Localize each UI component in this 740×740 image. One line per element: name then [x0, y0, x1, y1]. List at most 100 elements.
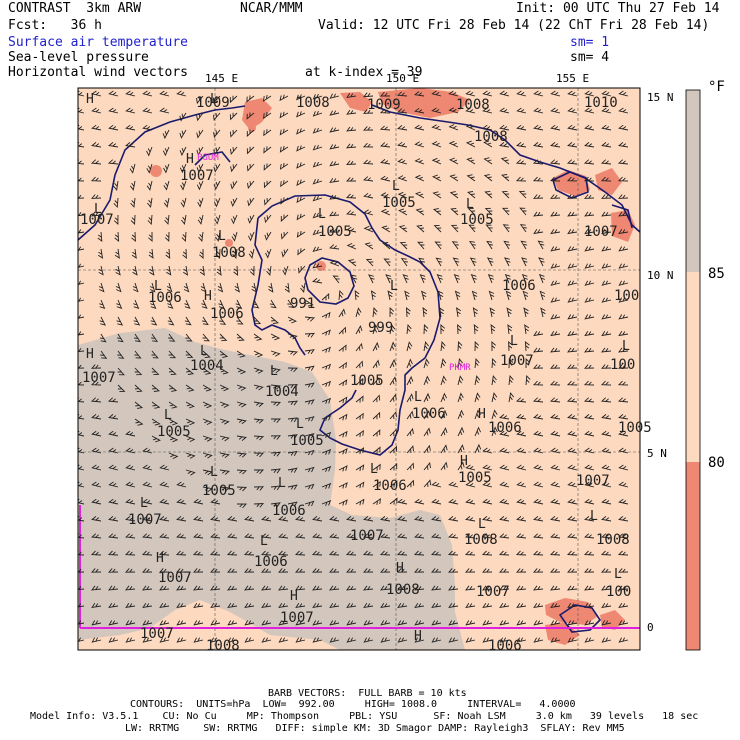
pressure-label: 1006	[254, 554, 288, 570]
wind-barb	[159, 481, 170, 488]
wind-barb	[134, 350, 142, 359]
wind-barb	[389, 324, 396, 335]
wind-barb	[550, 498, 561, 505]
wind-barb	[270, 435, 281, 440]
wind-barb	[414, 498, 425, 505]
wind-barb	[465, 637, 476, 643]
wind-barb	[117, 350, 125, 359]
wind-barb	[131, 248, 137, 259]
wind-barb	[270, 468, 281, 474]
high-pressure-marker: H	[396, 561, 404, 576]
wind-barb	[193, 533, 204, 539]
wind-barb	[146, 180, 153, 191]
valid-time: Valid: 12 UTC Fri 28 Feb 14 (22 ChT Fri …	[318, 18, 710, 33]
wind-barb	[130, 197, 136, 208]
wind-barb	[270, 367, 281, 374]
wind-barb	[506, 307, 512, 318]
wind-barb	[230, 163, 238, 173]
wind-barb	[601, 280, 612, 286]
wind-barb	[131, 231, 136, 242]
wind-barb	[521, 257, 528, 267]
wind-barb	[167, 299, 174, 309]
wind-barb	[567, 229, 578, 235]
high-pressure-marker: H	[414, 629, 422, 644]
wind-barb	[338, 379, 348, 387]
wind-barb	[193, 516, 204, 522]
wind-barb	[618, 297, 629, 303]
wind-barb	[466, 174, 476, 182]
wind-barb	[304, 349, 315, 355]
barb-legend: BARB VECTORS: FULL BARB = 10 kts	[268, 688, 467, 699]
lat-label-10n: 10 N	[647, 269, 674, 282]
wind-barb	[249, 265, 255, 277]
wind-barb	[304, 416, 315, 422]
wind-barb	[176, 620, 187, 626]
wind-barb	[346, 210, 357, 216]
wind-barb	[166, 282, 173, 293]
wind-barb	[601, 464, 612, 471]
wind-barb	[363, 516, 374, 522]
wind-barb	[151, 350, 159, 359]
wind-barb	[329, 260, 340, 267]
wind-barb	[346, 143, 357, 149]
wind-barb	[78, 280, 85, 285]
wind-barb	[253, 333, 263, 341]
wind-barb	[516, 637, 527, 643]
wind-barb	[422, 307, 428, 318]
wind-barb	[236, 401, 247, 408]
wind-barb	[244, 568, 255, 573]
wind-barb	[78, 637, 85, 642]
wind-barb	[397, 141, 408, 148]
wind-barb	[355, 360, 364, 369]
wind-barb	[601, 194, 612, 199]
wind-barb	[516, 602, 527, 609]
wind-barb	[304, 483, 315, 490]
wind-barb	[78, 585, 85, 591]
wind-barb	[227, 516, 238, 522]
wind-barb	[533, 364, 544, 369]
wind-barb	[389, 306, 395, 318]
wind-barb	[520, 240, 528, 250]
wind-barb	[219, 452, 230, 459]
wind-barb	[281, 248, 289, 258]
wind-barb	[465, 498, 476, 505]
wind-barb	[550, 347, 561, 353]
wind-barb	[397, 533, 408, 539]
wind-barb	[176, 481, 187, 488]
wind-barb	[125, 90, 136, 97]
wind-barb	[387, 290, 393, 301]
wind-barb	[618, 211, 629, 217]
wind-barb	[617, 176, 629, 182]
equator-line	[79, 505, 640, 629]
wind-barb	[117, 367, 125, 376]
wind-barb	[202, 333, 210, 342]
wind-barb	[78, 364, 85, 369]
wind-barb	[270, 316, 279, 324]
wind-barb	[583, 550, 595, 556]
wind-barb	[142, 516, 153, 522]
wind-barb	[508, 392, 515, 403]
wind-barb	[567, 430, 578, 437]
low-pressure-marker: L	[200, 344, 208, 359]
wind-barb	[304, 365, 315, 371]
wind-barb	[219, 469, 230, 475]
pressure-label: 1007	[584, 224, 618, 240]
wind-barb	[321, 465, 332, 472]
wind-barb	[176, 585, 187, 591]
wind-barb	[294, 550, 306, 556]
wind-barb	[202, 435, 213, 442]
wind-barb	[304, 299, 314, 307]
wind-barb	[90, 159, 102, 165]
wind-barb	[533, 620, 544, 626]
wind-barb	[380, 602, 391, 609]
wind-barb	[472, 307, 478, 318]
wind-barb	[482, 637, 493, 643]
colorbar-frame	[685, 89, 701, 651]
high-pressure-marker: H	[204, 289, 212, 304]
wind-barb	[363, 176, 374, 182]
wind-barb	[97, 231, 103, 242]
wind-barb	[584, 637, 595, 643]
wind-barb	[549, 176, 561, 182]
wind-barb	[550, 602, 561, 609]
wind-barb	[151, 384, 160, 392]
